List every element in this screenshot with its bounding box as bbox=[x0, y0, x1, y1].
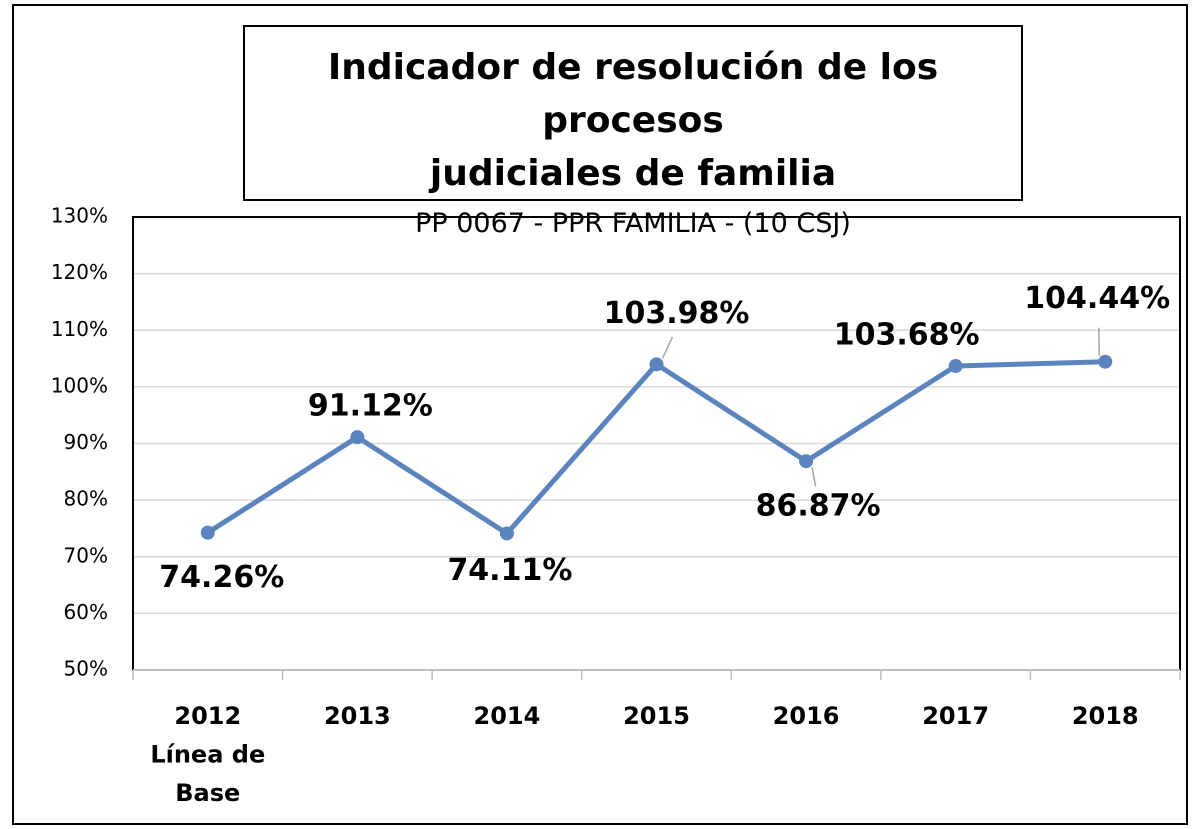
leader-line bbox=[811, 467, 817, 487]
y-tick-label: 120% bbox=[51, 260, 108, 284]
y-tick-label: 50% bbox=[64, 657, 108, 681]
data-label: 103.68% bbox=[834, 318, 980, 353]
point bbox=[499, 526, 514, 541]
point bbox=[1098, 354, 1113, 369]
data-label: 103.98% bbox=[604, 296, 750, 331]
y-tick-label: 70% bbox=[64, 543, 108, 567]
data-label: 104.44% bbox=[1024, 281, 1170, 316]
point bbox=[799, 454, 814, 469]
data-label: 74.26% bbox=[159, 560, 284, 595]
x-tick-label: 2017 bbox=[922, 702, 989, 730]
x-tick-label: 2014 bbox=[474, 702, 541, 730]
data-label: 86.87% bbox=[756, 489, 881, 524]
x-tick-label: 2018 bbox=[1072, 702, 1139, 730]
y-tick-label: 130% bbox=[51, 204, 108, 228]
chart-title: Indicador de resolución de los procesos … bbox=[327, 47, 939, 194]
x-tick-label: 2015 bbox=[623, 702, 690, 730]
data-label: 91.12% bbox=[308, 389, 433, 424]
point bbox=[350, 430, 365, 445]
point bbox=[948, 359, 963, 374]
leader-line bbox=[661, 336, 674, 359]
chart-frame bbox=[12, 4, 1188, 825]
y-tick-label: 90% bbox=[64, 430, 108, 454]
point bbox=[200, 525, 215, 540]
chart-subtitle: PP 0067 - PPR FAMILIA - (10 CSJ) bbox=[415, 208, 851, 239]
x-tick-label: 2012 Línea de Base bbox=[150, 702, 265, 807]
data-label: 74.11% bbox=[447, 553, 572, 588]
y-tick-label: 60% bbox=[64, 600, 108, 624]
y-tick-label: 80% bbox=[64, 487, 108, 511]
point bbox=[649, 357, 664, 372]
y-tick-label: 110% bbox=[51, 317, 108, 341]
x-tick-label: 2013 bbox=[324, 702, 391, 730]
y-tick-label: 100% bbox=[51, 373, 108, 397]
x-tick-label: 2016 bbox=[773, 702, 840, 730]
title-box: Indicador de resolución de los procesos … bbox=[243, 25, 1023, 239]
